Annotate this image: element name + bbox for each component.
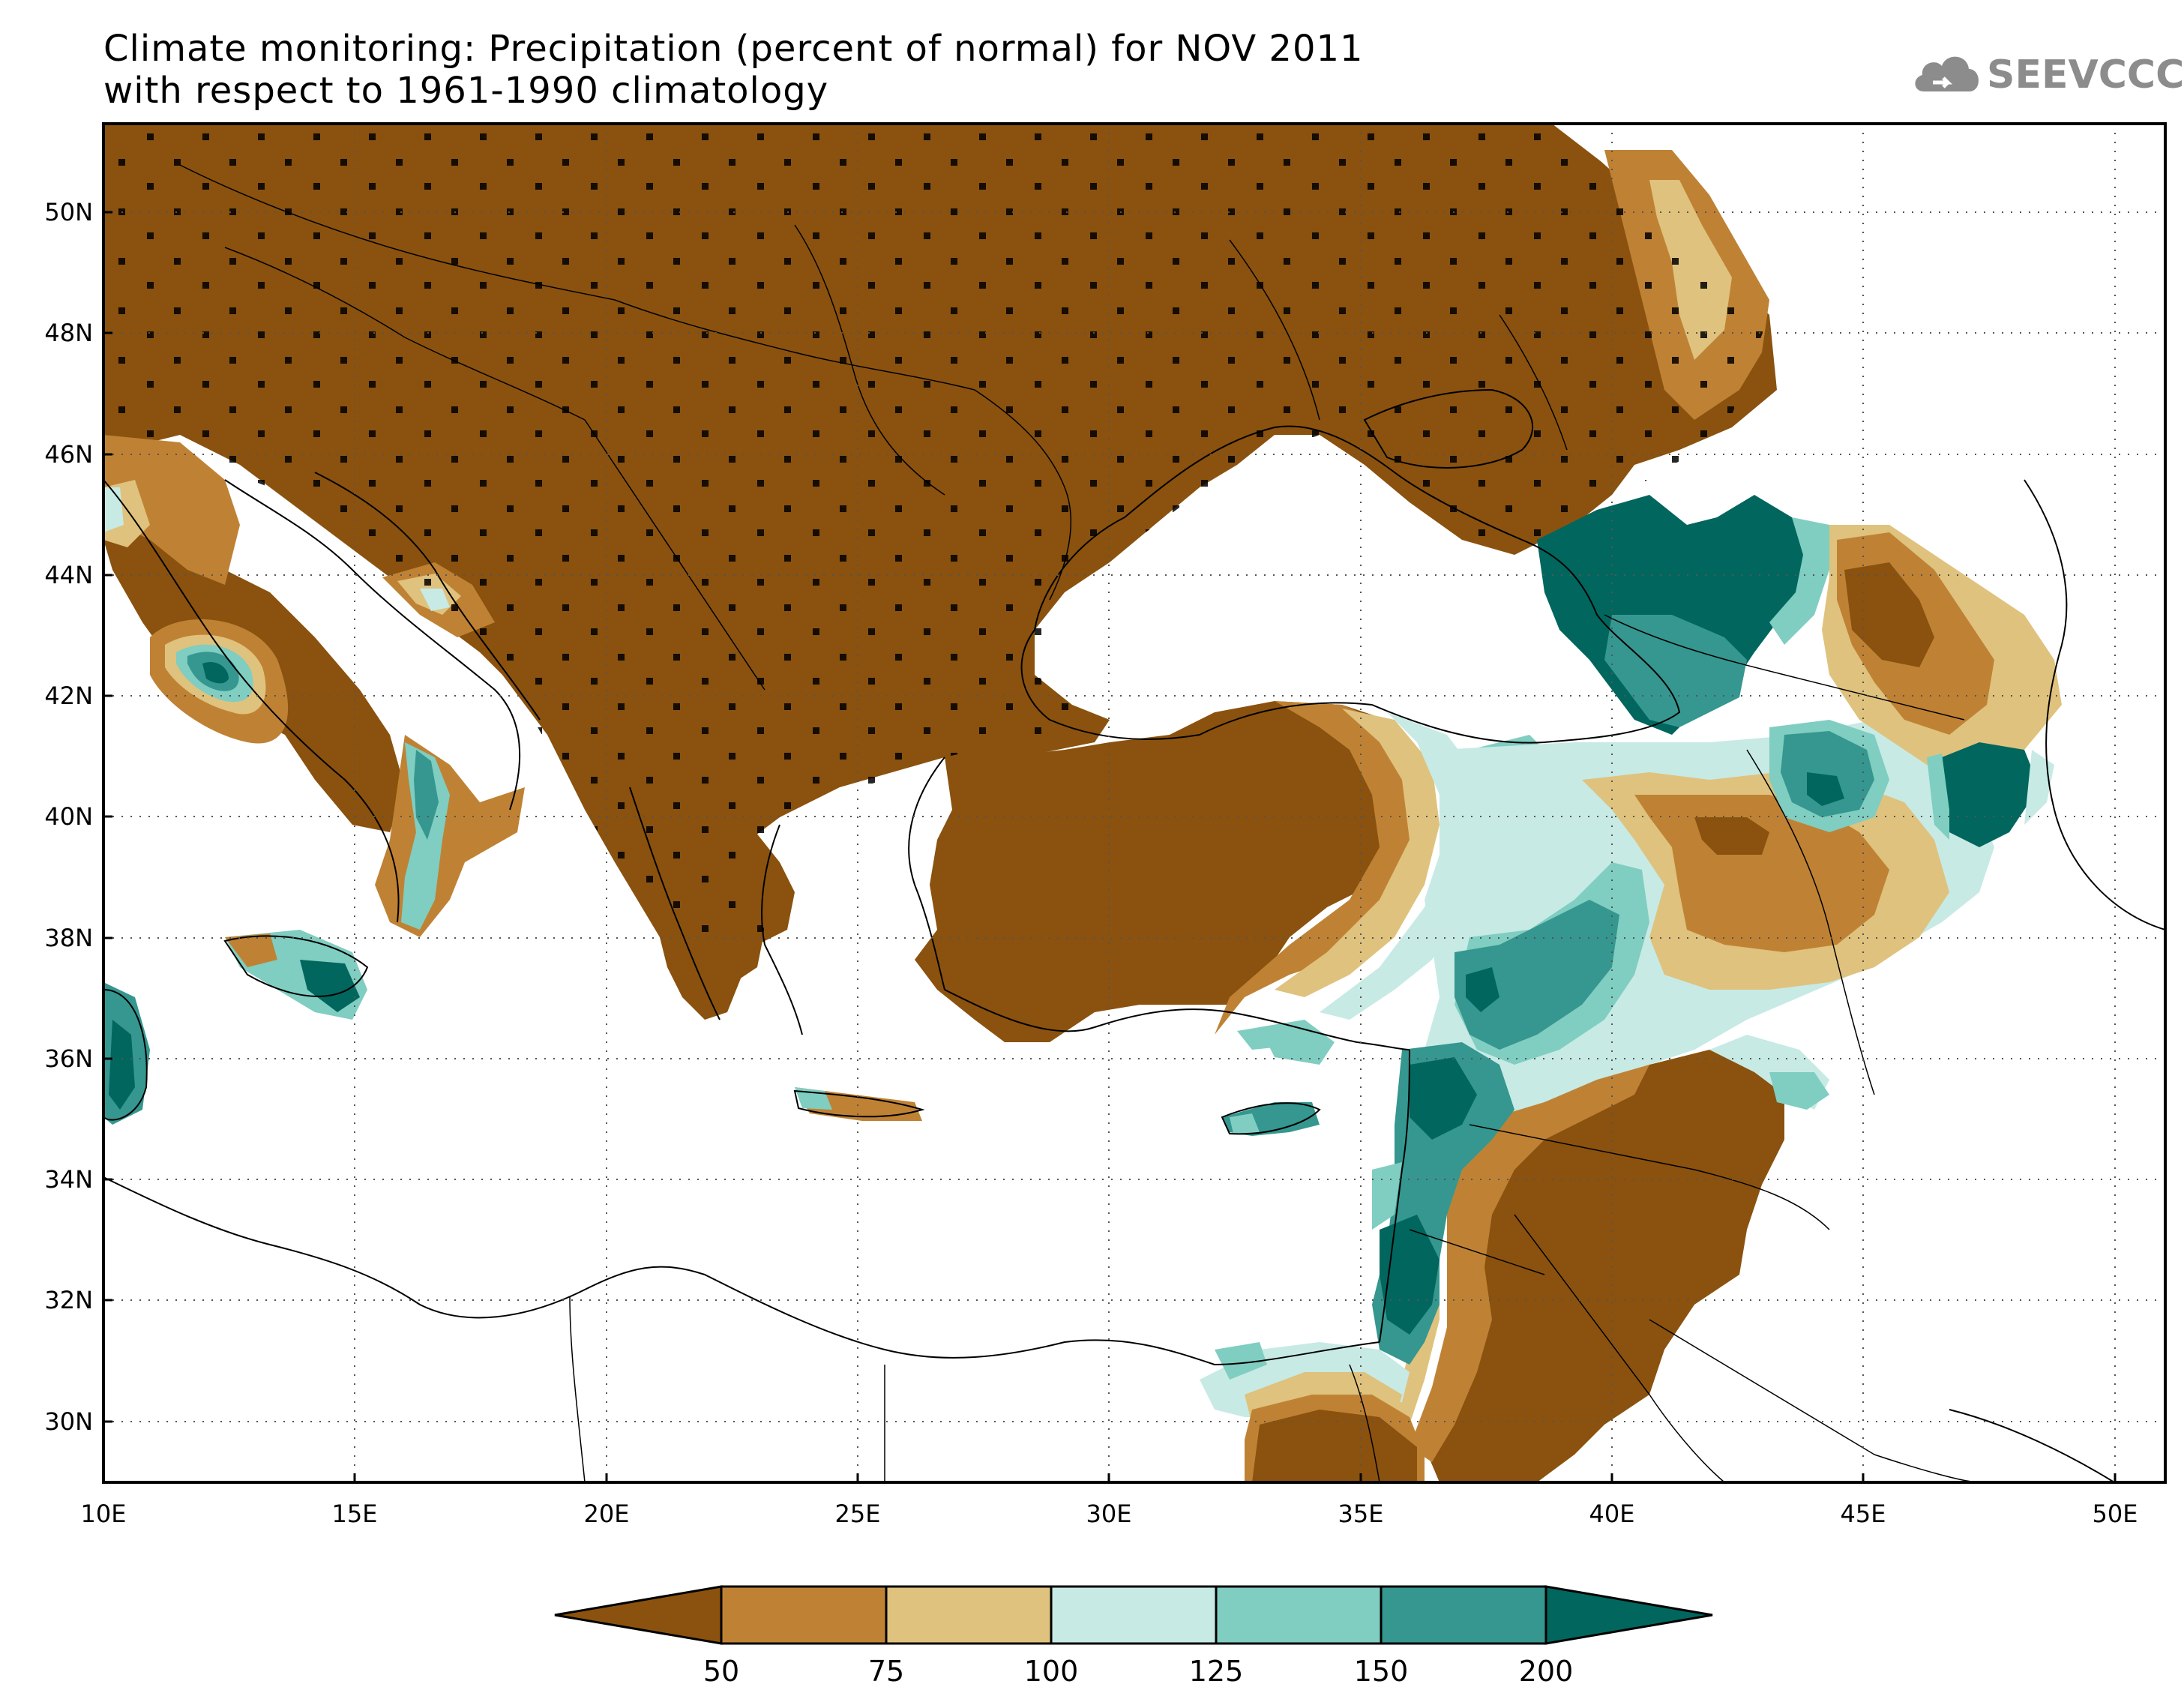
map-frame xyxy=(102,122,2167,1484)
lon-tick-label: 40E xyxy=(1589,1500,1635,1528)
country-borders xyxy=(179,164,1980,1482)
cloud-icon xyxy=(1915,56,1979,91)
colorbar-swatch-above-200 xyxy=(1544,1585,1713,1645)
tick-marks xyxy=(102,211,2117,1482)
colorbar-label: 75 xyxy=(868,1655,904,1687)
colorbar-label: 150 xyxy=(1354,1655,1409,1687)
lat-tick-label: 36N xyxy=(44,1044,93,1073)
colorbar-swatch-75-100 xyxy=(885,1585,1053,1645)
lat-tick-label: 42N xyxy=(44,682,93,710)
lat-tick-label: 32N xyxy=(44,1286,93,1314)
colorbar-swatch-below-50 xyxy=(554,1585,723,1645)
lon-tick-label: 25E xyxy=(835,1500,881,1528)
lat-tick-label: 30N xyxy=(44,1407,93,1436)
lat-tick-label: 38N xyxy=(44,924,93,952)
lat-tick-label: 44N xyxy=(44,561,93,589)
seevccc-logo: SEEVCCC xyxy=(1910,45,2184,112)
colorbar-swatch-125-150 xyxy=(1215,1585,1383,1645)
colorbar-label: 200 xyxy=(1519,1655,1574,1687)
lon-tick-label: 20E xyxy=(584,1500,630,1528)
lon-tick-label: 35E xyxy=(1338,1500,1384,1528)
lat-tick-label: 46N xyxy=(44,440,93,469)
map-title-line1: Climate monitoring: Precipitation (perce… xyxy=(103,28,1364,70)
lon-tick-labels: 10E 15E 20E 25E 30E 35E 40E 45E 50E xyxy=(81,1500,2138,1528)
lon-tick-label: 50E xyxy=(2093,1500,2138,1528)
region-below-50-turkey xyxy=(915,701,1417,1042)
lon-tick-label: 10E xyxy=(81,1500,127,1528)
lon-tick-label: 45E xyxy=(1841,1500,1886,1528)
colorbar-label: 100 xyxy=(1024,1655,1079,1687)
lon-tick-label: 15E xyxy=(332,1500,378,1528)
colorbar-label: 50 xyxy=(703,1655,739,1687)
colorbar-swatch-100-125 xyxy=(1050,1585,1218,1645)
colorbar-label: 125 xyxy=(1189,1655,1244,1687)
colorbar-labels: 50 75 100 125 150 200 xyxy=(703,1655,1573,1687)
lat-tick-label: 40N xyxy=(44,802,93,831)
map-title-line2: with respect to 1961-1990 climatology xyxy=(103,70,829,112)
lat-tick-label: 48N xyxy=(44,319,93,347)
logo-text: SEEVCCC xyxy=(1987,52,2184,97)
lat-tick-label: 50N xyxy=(44,198,93,226)
lat-tick-label: 34N xyxy=(44,1165,93,1194)
colorbar-swatch-50-75 xyxy=(720,1585,888,1645)
colorbar-swatch-150-200 xyxy=(1380,1585,1547,1645)
colorbar xyxy=(554,1585,1713,1645)
coastlines xyxy=(103,388,2165,1482)
lon-tick-label: 30E xyxy=(1086,1500,1132,1528)
map-field xyxy=(103,124,2165,1482)
lat-tick-labels: 30N 32N 34N 36N 38N 40N 42N 44N 46N 48N … xyxy=(44,198,93,1436)
graticule xyxy=(103,124,2165,1482)
